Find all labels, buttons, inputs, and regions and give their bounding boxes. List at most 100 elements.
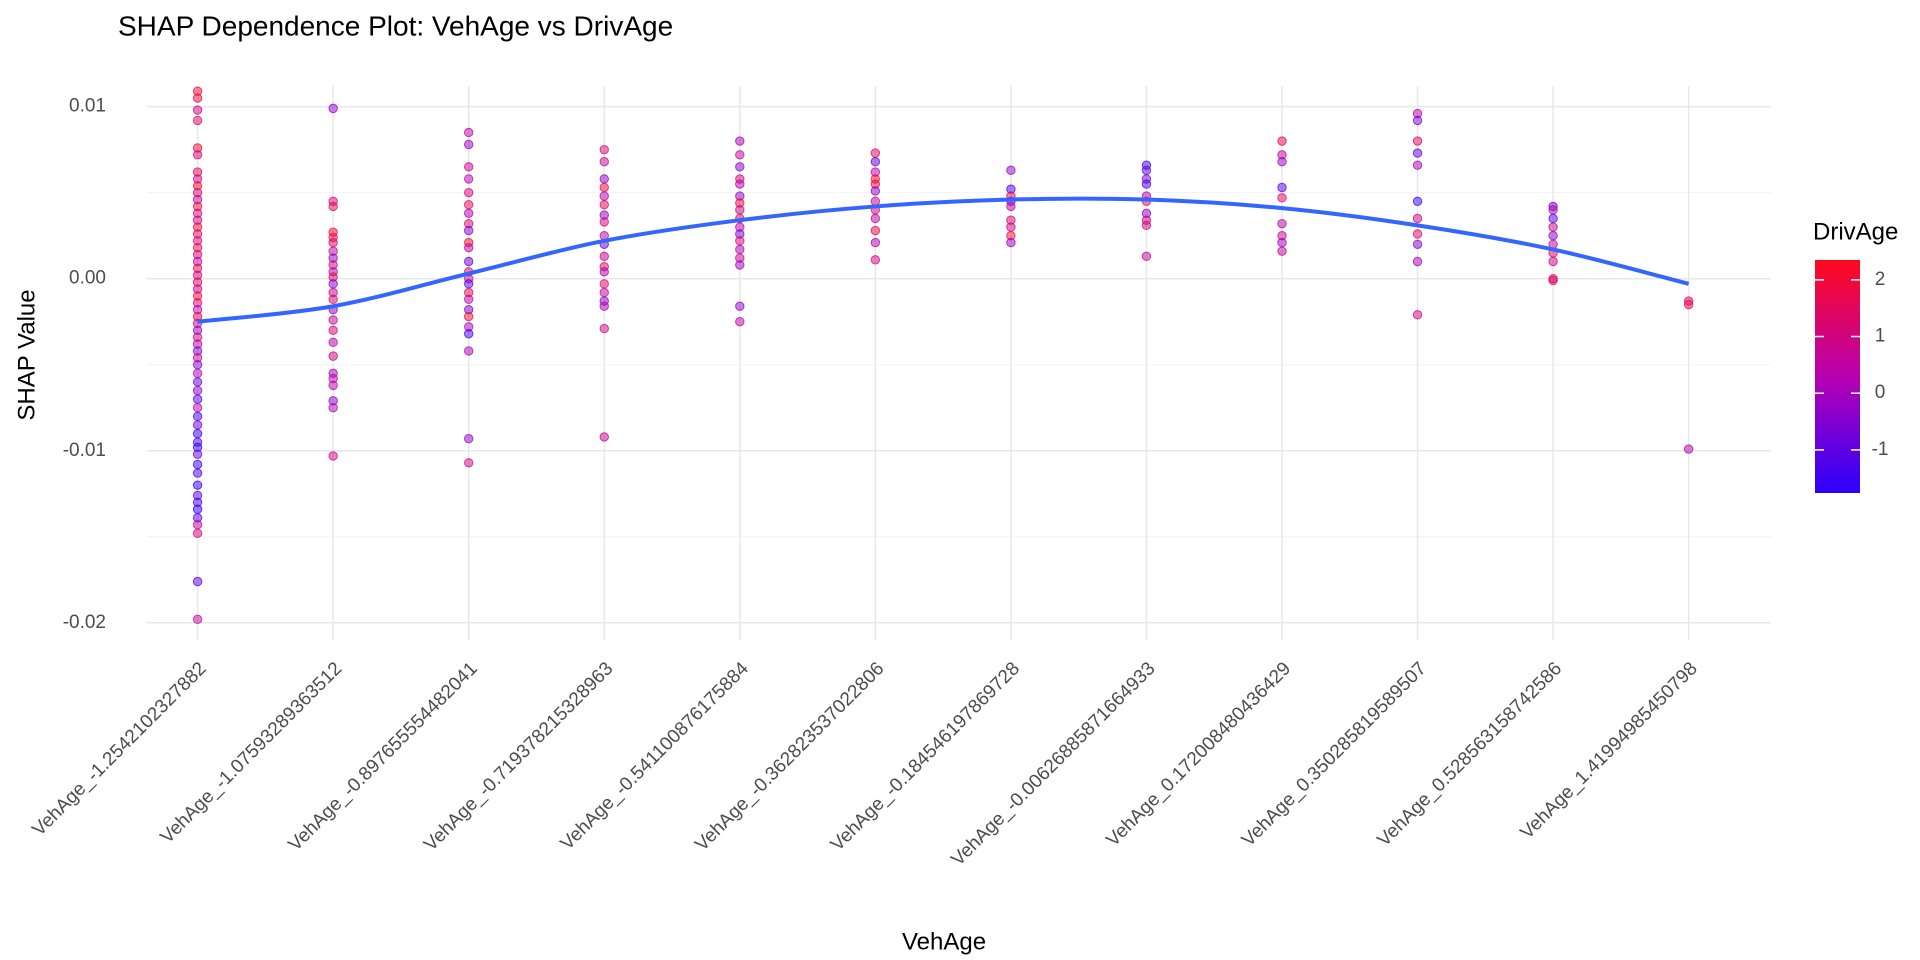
colorbar-label: 0 [1875,382,1886,403]
point [1683,299,1694,310]
point [599,301,609,311]
point [464,243,474,253]
point [870,237,881,248]
point [599,251,609,262]
point [1277,182,1287,193]
point [192,480,203,490]
point [328,325,338,336]
point [192,428,203,439]
point [1548,222,1558,232]
point [192,368,203,379]
point [1412,115,1423,126]
point [192,468,203,478]
y-tick-label: -0.02 [63,612,106,633]
point [1548,256,1558,267]
point [599,191,609,201]
point [192,385,203,396]
point [735,150,745,160]
point [464,127,474,138]
point [1141,179,1152,189]
point [464,139,474,150]
point [192,504,203,514]
point [328,237,338,248]
point [1006,165,1016,176]
point [599,432,609,442]
point [464,200,474,210]
point [192,420,203,430]
point [599,182,609,193]
point [735,162,745,172]
point [1277,237,1287,248]
point [192,105,203,115]
point [599,144,609,155]
chart-title: SHAP Dependence Plot: VehAge vs DrivAge [118,10,673,41]
point [599,279,609,289]
point [192,411,203,422]
point [192,93,203,103]
point [328,201,338,212]
point [599,157,609,167]
point [464,174,474,184]
y-tick-label: -0.01 [63,440,106,461]
point [464,225,474,236]
point [870,255,881,265]
point [1412,239,1423,249]
point [870,225,881,236]
point [735,260,745,270]
y-tick-label: 0.00 [69,268,106,289]
x-axis-title: VehAge [902,928,986,955]
point [1412,148,1423,158]
point [328,337,338,348]
point [870,157,881,167]
point [1277,218,1287,229]
point [192,449,203,459]
point [464,187,474,198]
point [870,213,881,224]
point [735,301,745,311]
y-axis-title: SHAP Value [13,289,40,420]
point [328,380,338,391]
point [464,311,474,322]
colorbar-label: 1 [1875,326,1886,347]
point [464,162,474,172]
point [464,256,474,267]
point [328,403,338,413]
colorbar [1815,260,1860,493]
point [192,459,203,470]
point [735,236,745,246]
point [1548,213,1558,224]
point [1141,251,1152,262]
point [735,244,745,255]
point [192,115,203,126]
colorbar-label: 2 [1875,269,1886,290]
point [1006,237,1016,248]
point [870,186,881,196]
point [1412,160,1423,170]
point [1277,136,1287,146]
point [192,520,203,530]
point [192,614,203,625]
point [192,377,203,387]
smooth-line [197,196,1690,324]
point [192,528,203,539]
point [1548,275,1558,286]
point [599,174,609,184]
point [599,217,609,227]
point [1548,230,1558,241]
point [599,200,609,210]
point [328,451,338,461]
point [192,360,203,370]
point [1412,310,1423,320]
point [1548,205,1558,215]
legend-title: DrivAge [1813,218,1898,245]
point [1412,196,1423,206]
point [328,103,338,114]
point [1141,220,1152,231]
point [735,317,745,327]
point [328,279,338,289]
point [1683,444,1694,454]
point [464,458,474,468]
y-tick-label: 0.01 [69,96,106,117]
